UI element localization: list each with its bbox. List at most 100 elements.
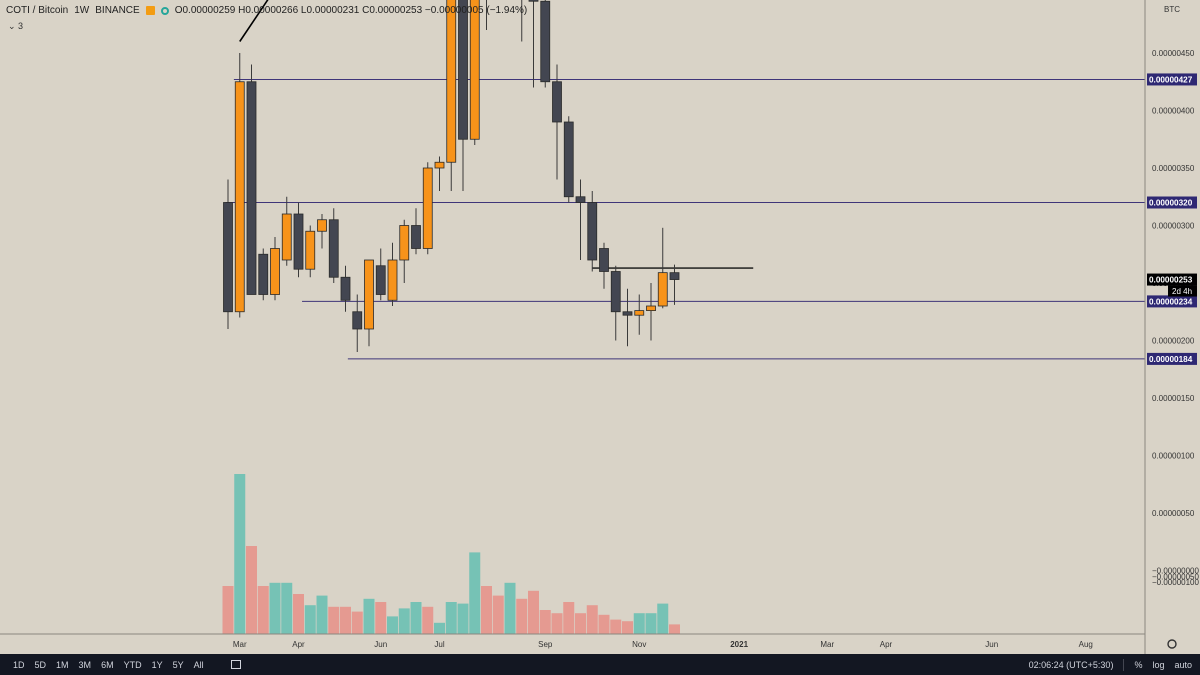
- candle-body[interactable]: [293, 213, 304, 270]
- range-button-5d[interactable]: 5D: [34, 659, 47, 670]
- volume-bar: [551, 613, 563, 634]
- time-tick-label: Mar: [820, 640, 834, 649]
- price-tick-label: 0.00000150: [1152, 394, 1195, 403]
- price-tick-label: 0.00000350: [1152, 164, 1195, 173]
- volume-bar: [422, 606, 434, 634]
- candle-body[interactable]: [528, 0, 539, 2]
- time-tick-label: Jul: [434, 640, 444, 649]
- time-tick-label: 2021: [730, 640, 748, 649]
- volume-bar: [434, 622, 445, 634]
- candle-body[interactable]: [305, 230, 316, 270]
- time-tick-label: Jun: [985, 640, 998, 649]
- symbol-legend: COTI / Bitcoin 1W BINANCE O0.00000259 H0…: [6, 5, 527, 16]
- range-button-1y[interactable]: 1Y: [151, 659, 163, 670]
- candle-body[interactable]: [458, 0, 468, 140]
- volume-bar: [316, 595, 328, 634]
- candle-body[interactable]: [575, 196, 586, 203]
- candle-body[interactable]: [540, 0, 551, 83]
- ohlc-values: O0.00000259 H0.00000266 L0.00000231 C0.0…: [174, 5, 528, 16]
- volume-bar: [457, 603, 469, 634]
- range-button-5y[interactable]: 5Y: [172, 659, 184, 670]
- price-axis[interactable]: BTC −0.00000100−0.00000050−0.00000000 0.00…: [1144, 0, 1199, 654]
- level-badge[interactable]: [1147, 73, 1197, 86]
- candle-body[interactable]: [317, 219, 327, 232]
- volume-bar: [257, 586, 269, 634]
- volume-bar: [598, 614, 610, 634]
- volume-bar: [234, 474, 246, 634]
- range-button-ytd[interactable]: YTD: [123, 659, 142, 670]
- volume-bar: [281, 582, 293, 634]
- candle-body[interactable]: [657, 272, 668, 307]
- time-tick-label: Sep: [538, 640, 553, 649]
- candle-body[interactable]: [563, 121, 574, 198]
- candle-body[interactable]: [610, 271, 621, 313]
- indicator-toggle[interactable]: ⌄ 3: [8, 21, 24, 31]
- symbol-name[interactable]: COTI / Bitcoin: [6, 5, 69, 16]
- candle-body[interactable]: [270, 248, 280, 295]
- price-tick-label: 0.00000100: [1152, 452, 1195, 461]
- candle-body[interactable]: [364, 259, 374, 330]
- volume-bar: [575, 613, 586, 634]
- volume-bar: [516, 598, 528, 634]
- candle-body[interactable]: [422, 167, 433, 249]
- candle-body[interactable]: [281, 213, 292, 261]
- chart[interactable]: BTC −0.00000100−0.00000050−0.00000000 0.00…: [0, 0, 1200, 654]
- candle-body[interactable]: [258, 253, 269, 295]
- candle-body[interactable]: [223, 202, 233, 313]
- candle-body[interactable]: [646, 305, 656, 311]
- candle-body[interactable]: [328, 219, 339, 278]
- candle-body[interactable]: [622, 311, 633, 316]
- candle-body[interactable]: [411, 225, 421, 249]
- volume-bar: [469, 552, 481, 634]
- volume-bar: [657, 603, 669, 634]
- volume-bar: [669, 624, 680, 634]
- candle-body[interactable]: [387, 259, 398, 301]
- candle-body[interactable]: [446, 0, 457, 163]
- volume-bar: [293, 594, 304, 634]
- candle-body[interactable]: [634, 310, 645, 316]
- volume-bar: [340, 606, 351, 634]
- range-button-1m[interactable]: 1M: [56, 659, 69, 670]
- range-button-all[interactable]: All: [193, 659, 204, 670]
- volume-bar: [387, 616, 398, 634]
- candle-body[interactable]: [246, 81, 257, 295]
- time-axis[interactable]: Mar Apr Jun Jul Sep Nov 2021 Mar Apr Jun Aug: [0, 633, 1177, 649]
- auto-toggle[interactable]: auto: [1174, 659, 1192, 670]
- interval-label[interactable]: 1W: [74, 5, 90, 16]
- range-button-1d[interactable]: 1D: [13, 659, 25, 670]
- candle-body[interactable]: [669, 272, 680, 280]
- flag-icon[interactable]: [145, 6, 155, 15]
- candle-body[interactable]: [399, 225, 410, 261]
- log-toggle[interactable]: log: [1152, 659, 1165, 670]
- level-badge-label: 0.00000320: [1149, 199, 1193, 208]
- candle-body[interactable]: [552, 81, 562, 123]
- volume-bar: [622, 621, 633, 634]
- clock-display[interactable]: 02:06:24 (UTC+5:30): [1028, 659, 1114, 670]
- candle-body[interactable]: [469, 0, 480, 140]
- percent-toggle[interactable]: %: [1134, 659, 1143, 670]
- volume-bar: [410, 602, 422, 634]
- calendar-icon[interactable]: [230, 660, 241, 669]
- candle-body[interactable]: [375, 265, 386, 295]
- range-button-3m[interactable]: 3M: [78, 659, 92, 670]
- time-tick-label: Jun: [374, 640, 387, 649]
- candle-body[interactable]: [434, 161, 445, 169]
- candle-body[interactable]: [352, 311, 363, 330]
- volume-bar: [246, 546, 257, 634]
- market-status-icon: [160, 6, 169, 15]
- volume-bar: [375, 602, 387, 634]
- candle-body[interactable]: [234, 81, 245, 313]
- level-badge[interactable]: [1147, 196, 1197, 209]
- current-price-badge[interactable]: [1147, 273, 1197, 286]
- price-pane[interactable]: [0, 0, 1200, 654]
- level-badge[interactable]: [1147, 352, 1197, 365]
- candle-body[interactable]: [587, 202, 598, 261]
- volume-bar: [398, 608, 410, 634]
- price-tick-label: 0.00000300: [1152, 222, 1195, 231]
- settings-gear-icon[interactable]: [1167, 639, 1177, 649]
- level-badge[interactable]: [1147, 295, 1197, 308]
- time-tick-label: Aug: [1079, 640, 1093, 649]
- range-button-6m[interactable]: 6M: [101, 659, 114, 670]
- candle-body[interactable]: [599, 248, 609, 272]
- candle-body[interactable]: [340, 276, 351, 301]
